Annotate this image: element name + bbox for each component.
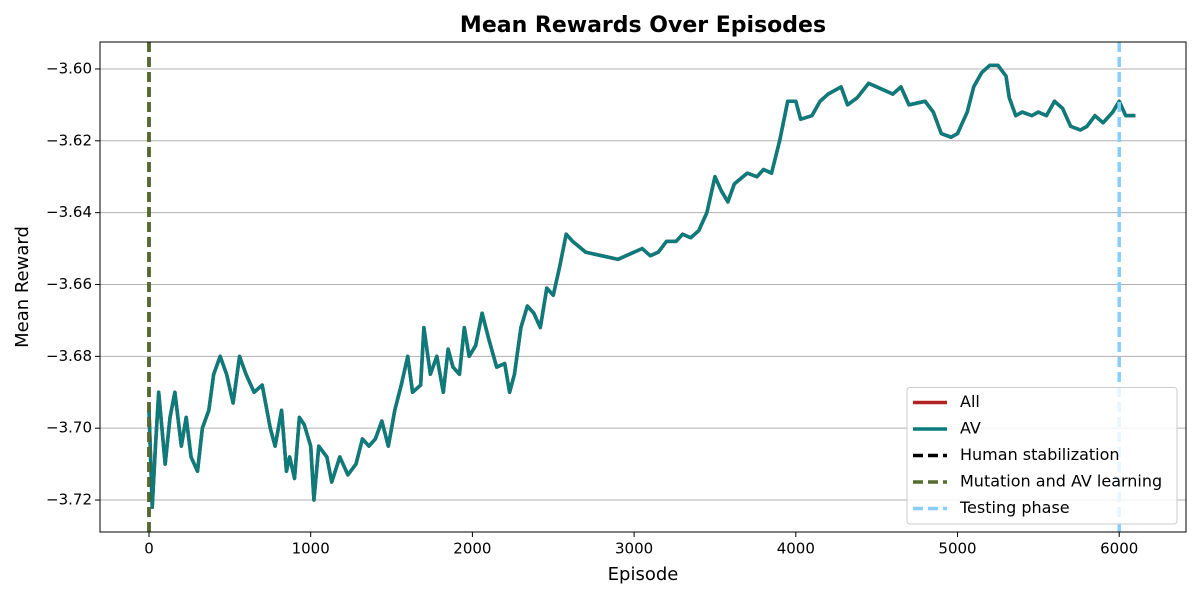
x-tick-label: 3000 <box>615 540 653 558</box>
x-tick-label: 6000 <box>1100 540 1138 558</box>
legend-label: AV <box>960 419 981 438</box>
y-tick-label: −3.72 <box>46 491 92 509</box>
y-axis-label: Mean Reward <box>12 226 33 348</box>
y-tick-label: −3.60 <box>46 59 92 77</box>
legend-label: Testing phase <box>959 498 1070 517</box>
legend-label: Human stabilization <box>960 445 1120 464</box>
x-tick-label: 5000 <box>938 540 976 558</box>
chart-title: Mean Rewards Over Episodes <box>460 13 826 38</box>
y-tick-label: −3.68 <box>46 347 92 365</box>
legend-label: All <box>960 392 980 411</box>
x-axis-label: Episode <box>608 564 679 585</box>
x-tick-label: 4000 <box>777 540 815 558</box>
x-tick-label: 1000 <box>292 540 330 558</box>
legend: All AV Human stabilization Mutation and AV … <box>906 387 1178 525</box>
x-tick-label: 2000 <box>453 540 491 558</box>
legend-box <box>906 387 1178 525</box>
y-tick-label: −3.66 <box>46 275 92 293</box>
y-tick-label: −3.64 <box>46 203 92 221</box>
x-tick-label: 0 <box>144 540 154 558</box>
y-tick-label: −3.70 <box>46 419 92 437</box>
legend-label: Mutation and AV learning <box>960 472 1162 491</box>
series-line <box>147 63 1136 509</box>
plot-frame <box>99 41 1187 533</box>
y-tick-label: −3.62 <box>46 131 92 149</box>
